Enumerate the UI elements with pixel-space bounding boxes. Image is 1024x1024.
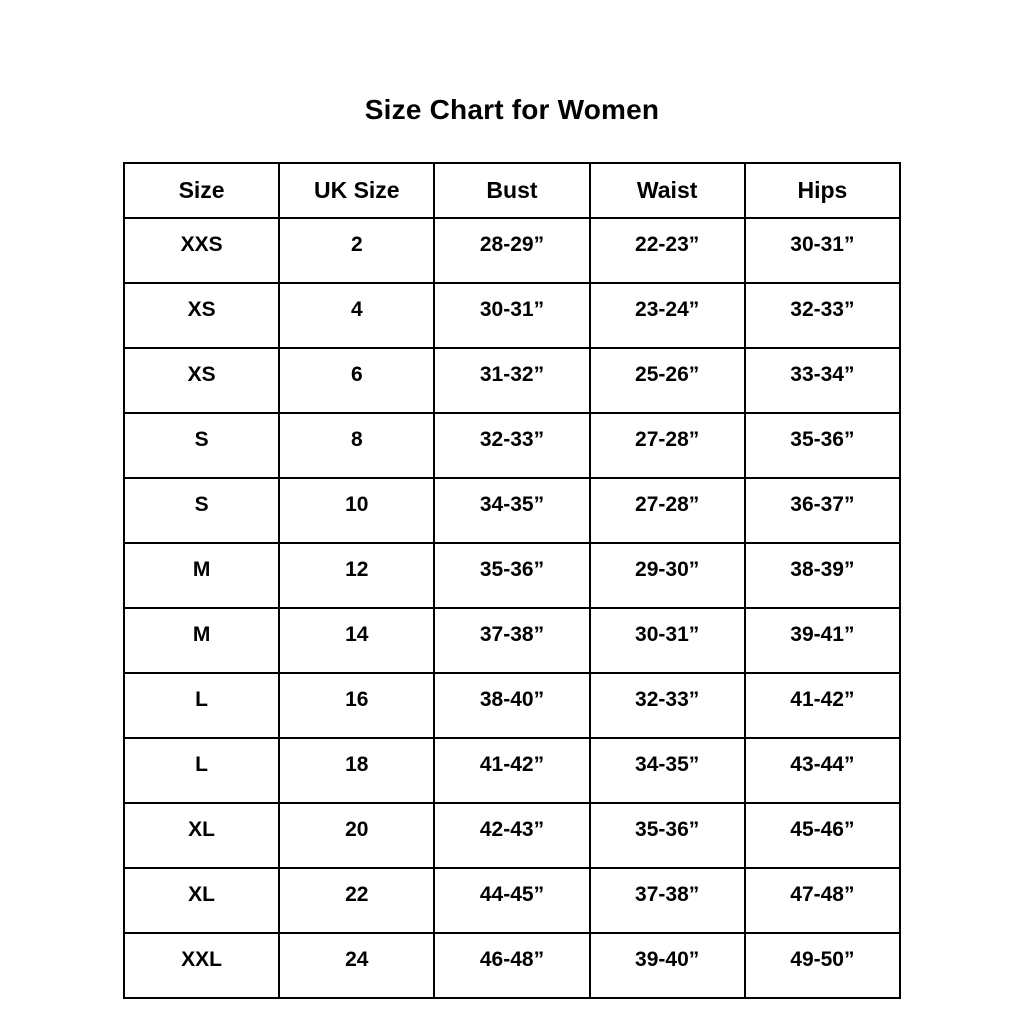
column-header: Bust <box>433 162 591 219</box>
table-cell: 36-37” <box>743 477 902 544</box>
table-cell: 6 <box>278 347 436 414</box>
table-cell: 35-36” <box>743 412 902 479</box>
table-cell: 44-45” <box>433 867 591 934</box>
table-row: S 10 34-35” 27-28” 36-37” <box>122 477 902 544</box>
column-header: Waist <box>588 162 746 219</box>
table-cell: S <box>122 477 281 544</box>
table-cell: XXS <box>122 217 281 284</box>
table-cell: 16 <box>278 672 436 739</box>
table-cell: 46-48” <box>433 932 591 999</box>
table-cell: 12 <box>278 542 436 609</box>
table-cell: L <box>122 672 281 739</box>
table-cell: 2 <box>278 217 436 284</box>
table-cell: 32-33” <box>433 412 591 479</box>
table-cell: 35-36” <box>588 802 746 869</box>
table-row: M 14 37-38” 30-31” 39-41” <box>122 607 902 674</box>
table-row: L 18 41-42” 34-35” 43-44” <box>122 737 902 804</box>
table-cell: 42-43” <box>433 802 591 869</box>
table-cell: 32-33” <box>743 282 902 349</box>
table-cell: 31-32” <box>433 347 591 414</box>
table-cell: 45-46” <box>743 802 902 869</box>
table-row: XXL 24 46-48” 39-40” 49-50” <box>122 932 902 999</box>
table-cell: M <box>122 542 281 609</box>
table-cell: 33-34” <box>743 347 902 414</box>
page-title: Size Chart for Women <box>364 94 660 125</box>
table-cell: 30-31” <box>743 217 902 284</box>
table-cell: 14 <box>278 607 436 674</box>
column-header: Hips <box>743 162 902 219</box>
table-row: S 8 32-33” 27-28” 35-36” <box>122 412 902 479</box>
table-cell: 30-31” <box>588 607 746 674</box>
table-cell: 38-40” <box>433 672 591 739</box>
table-cell: 37-38” <box>433 607 591 674</box>
table-row: XL 22 44-45” 37-38” 47-48” <box>122 867 902 934</box>
table-row: XS 6 31-32” 25-26” 33-34” <box>122 347 902 414</box>
table-body: XXS 2 28-29” 22-23” 30-31” XS 4 30-31” 23-24” 32-… <box>122 217 902 999</box>
table-row: XL 20 42-43” 35-36” 45-46” <box>122 802 902 869</box>
table-cell: 10 <box>278 477 436 544</box>
table-cell: 49-50” <box>743 932 902 999</box>
table-cell: 30-31” <box>433 282 591 349</box>
table-cell: 37-38” <box>588 867 746 934</box>
table-row: XXS 2 28-29” 22-23” 30-31” <box>122 217 902 284</box>
table-header-row: Size UK Size Bust Waist Hips <box>122 162 902 219</box>
table-cell: 23-24” <box>588 282 746 349</box>
table-cell: XS <box>122 347 281 414</box>
size-chart-table: Size UK Size Bust Waist Hips XXS 2 28-29” 22-23… <box>122 162 902 999</box>
table-cell: 25-26” <box>588 347 746 414</box>
table-cell: 29-30” <box>588 542 746 609</box>
table-cell: XL <box>122 802 281 869</box>
table-cell: 18 <box>278 737 436 804</box>
table-head: Size UK Size Bust Waist Hips <box>122 162 902 219</box>
table-cell: 27-28” <box>588 412 746 479</box>
table-cell: 39-40” <box>588 932 746 999</box>
table-cell: S <box>122 412 281 479</box>
table-cell: 39-41” <box>743 607 902 674</box>
table-cell: XS <box>122 282 281 349</box>
table-cell: 41-42” <box>433 737 591 804</box>
table-cell: XL <box>122 867 281 934</box>
table-cell: XXL <box>122 932 281 999</box>
column-header: Size <box>122 162 281 219</box>
table-row: XS 4 30-31” 23-24” 32-33” <box>122 282 902 349</box>
table-cell: 38-39” <box>743 542 902 609</box>
table-cell: 43-44” <box>743 737 902 804</box>
table-cell: 8 <box>278 412 436 479</box>
column-header: UK Size <box>278 162 436 219</box>
table-cell: 34-35” <box>433 477 591 544</box>
table-cell: 28-29” <box>433 217 591 284</box>
table-cell: 24 <box>278 932 436 999</box>
table-cell: 22 <box>278 867 436 934</box>
table-cell: 32-33” <box>588 672 746 739</box>
table-cell: 4 <box>278 282 436 349</box>
table-cell: 34-35” <box>588 737 746 804</box>
table-cell: M <box>122 607 281 674</box>
table-cell: 27-28” <box>588 477 746 544</box>
table-cell: 47-48” <box>743 867 902 934</box>
table-row: M 12 35-36” 29-30” 38-39” <box>122 542 902 609</box>
table-cell: 20 <box>278 802 436 869</box>
table-cell: 35-36” <box>433 542 591 609</box>
table-cell: L <box>122 737 281 804</box>
table-row: L 16 38-40” 32-33” 41-42” <box>122 672 902 739</box>
table-cell: 41-42” <box>743 672 902 739</box>
table-cell: 22-23” <box>588 217 746 284</box>
